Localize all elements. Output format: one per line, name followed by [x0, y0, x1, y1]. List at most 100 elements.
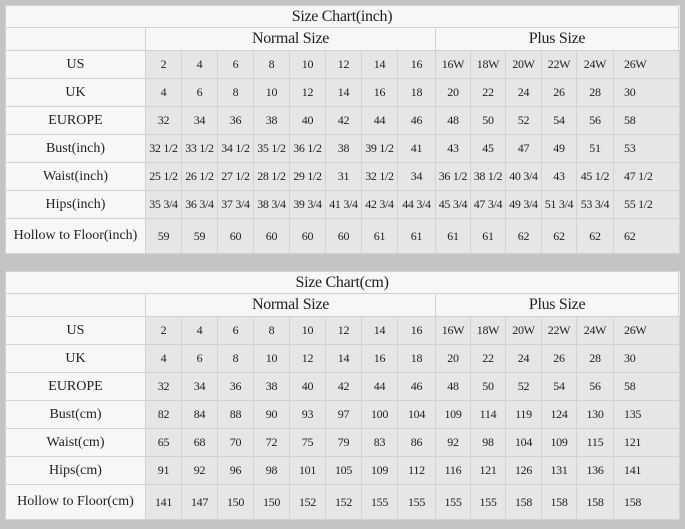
size-cell: 32 [145, 106, 182, 135]
size-chart-inch: Size Chart(inch) Normal Size Plus Size US 2 4… [4, 5, 680, 254]
size-cell: 116 [435, 456, 471, 485]
size-cell: 150 [253, 484, 290, 520]
size-cell: 98 [470, 428, 506, 457]
size-cell: 55 1/2 [613, 190, 680, 219]
size-cell: 61 [361, 218, 398, 254]
size-cell: 32 1/2 [361, 162, 398, 191]
size-cell: 18W [470, 316, 506, 345]
size-cell: 4 [181, 50, 218, 79]
size-cell: 43 [435, 134, 471, 163]
size-cell: 62 [505, 218, 542, 254]
size-cell: 12 [325, 50, 362, 79]
size-cell: 152 [325, 484, 362, 520]
size-cell: 105 [325, 456, 362, 485]
size-cell: 2 [145, 50, 182, 79]
size-cell: 68 [181, 428, 218, 457]
size-cell: 14 [361, 316, 398, 345]
size-cell: 12 [325, 316, 362, 345]
table-row: UK 4 6 8 10 12 14 16 18 20 22 24 26 28 30 [5, 78, 680, 107]
size-cell: 96 [217, 456, 254, 485]
size-cell: 16W [435, 316, 471, 345]
size-cell: 54 [541, 372, 577, 401]
row-label: EUROPE [5, 106, 146, 135]
size-cell: 14 [325, 78, 362, 107]
size-cell: 60 [289, 218, 326, 254]
table-row: Waist(inch) 25 1/2 26 1/2 27 1/2 28 1/2 29 1/… [5, 162, 680, 191]
size-cell: 16 [397, 316, 436, 345]
size-cell: 109 [435, 400, 471, 429]
size-cell: 62 [576, 218, 614, 254]
size-cell: 20W [505, 50, 542, 79]
size-cell: 34 [397, 162, 436, 191]
table-row: Hollow to Floor(cm) 141 147 150 150 152 152 155… [5, 484, 680, 520]
table-row: Waist(cm) 65 68 70 72 75 79 83 86 92 98 104 109 115 12… [5, 428, 680, 457]
table-row: UK 4 6 8 10 12 14 16 18 20 22 24 26 28 30 [5, 344, 680, 373]
size-cell: 43 [541, 162, 577, 191]
size-cell: 58 [613, 106, 680, 135]
size-cell: 61 [470, 218, 506, 254]
size-cell: 26 1/2 [181, 162, 218, 191]
size-cell: 4 [145, 344, 182, 373]
size-cell: 16 [361, 344, 398, 373]
size-cell: 51 3/4 [541, 190, 577, 219]
size-cell: 36 3/4 [181, 190, 218, 219]
size-cell: 22W [541, 50, 577, 79]
size-cell: 53 [613, 134, 680, 163]
size-cell: 52 [505, 372, 542, 401]
size-cell: 158 [505, 484, 542, 520]
size-cell: 35 1/2 [253, 134, 290, 163]
table-row: US 2 4 6 8 10 12 14 16 16W 18W 20W 22W 24W 26W [5, 316, 680, 345]
table-row: EUROPE 32 34 36 38 40 42 44 46 48 50 52 54 56 58 [5, 106, 680, 135]
size-cell: 24 [505, 78, 542, 107]
size-cell: 22W [541, 316, 577, 345]
size-cell: 10 [253, 344, 290, 373]
size-cell: 18W [470, 50, 506, 79]
row-label: Waist(cm) [5, 428, 146, 457]
empty-corner [5, 293, 146, 317]
size-cell: 44 [361, 372, 398, 401]
size-cell: 36 [217, 106, 254, 135]
size-cell: 4 [145, 78, 182, 107]
size-cell: 126 [505, 456, 542, 485]
size-cell: 53 3/4 [576, 190, 614, 219]
size-cell: 10 [289, 50, 326, 79]
size-cell: 158 [541, 484, 577, 520]
size-cell: 60 [325, 218, 362, 254]
row-label: Bust(cm) [5, 400, 146, 429]
size-cell: 45 1/2 [576, 162, 614, 191]
size-cell: 60 [217, 218, 254, 254]
size-cell: 34 [181, 106, 218, 135]
size-cell: 42 [325, 372, 362, 401]
group-normal-size: Normal Size [145, 293, 436, 317]
size-cell: 119 [505, 400, 542, 429]
size-cell: 38 [253, 372, 290, 401]
group-plus-size: Plus Size [434, 293, 680, 317]
title-row: Size Chart(inch) [4, 5, 680, 28]
size-chart-cm: Size Chart(cm) Normal Size Plus Size US 2 4 6 8… [4, 271, 680, 520]
row-label: UK [5, 344, 146, 373]
size-cell: 29 1/2 [289, 162, 326, 191]
table-row: Bust(cm) 82 84 88 90 93 97 100 104 109 114 119 124 13… [5, 400, 680, 429]
size-cell: 10 [253, 78, 290, 107]
size-cell: 28 [576, 344, 614, 373]
size-cell: 131 [541, 456, 577, 485]
size-cell: 38 [253, 106, 290, 135]
size-cell: 28 1/2 [253, 162, 290, 191]
size-cell: 37 3/4 [217, 190, 254, 219]
table-row: Hips(cm) 91 92 96 98 101 105 109 112 116 121 126 131… [5, 456, 680, 485]
size-cell: 18 [397, 344, 436, 373]
table-row: Hollow to Floor(inch) 59 59 60 60 60 60 61 61 61 6… [5, 218, 680, 254]
size-cell: 92 [181, 456, 218, 485]
size-cell: 8 [217, 344, 254, 373]
size-cell: 45 3/4 [435, 190, 471, 219]
size-cell: 20W [505, 316, 542, 345]
size-cell: 22 [470, 78, 506, 107]
size-cell: 14 [325, 344, 362, 373]
size-cell: 33 1/2 [181, 134, 218, 163]
size-cell: 52 [505, 106, 542, 135]
size-cell: 101 [289, 456, 326, 485]
empty-corner [5, 27, 146, 51]
size-cell: 22 [470, 344, 506, 373]
size-cell: 6 [181, 344, 218, 373]
size-cell: 4 [181, 316, 218, 345]
